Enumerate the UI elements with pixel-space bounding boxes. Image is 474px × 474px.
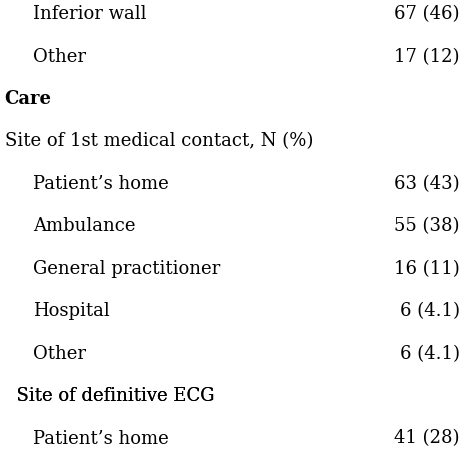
Text: 6 (4.1): 6 (4.1) bbox=[400, 302, 460, 320]
Text: 16 (11): 16 (11) bbox=[394, 260, 460, 278]
Text: Hospital: Hospital bbox=[33, 302, 110, 320]
Text: Care: Care bbox=[5, 90, 52, 108]
Text: General practitioner: General practitioner bbox=[33, 260, 220, 278]
Text: 17 (12): 17 (12) bbox=[394, 48, 460, 66]
Text: Inferior wall: Inferior wall bbox=[33, 5, 146, 23]
Text: Other: Other bbox=[33, 345, 86, 363]
Text: 67 (46): 67 (46) bbox=[394, 5, 460, 23]
Text: Ambulance: Ambulance bbox=[33, 218, 136, 236]
Text: Site of definitive ECG: Site of definitive ECG bbox=[5, 387, 214, 405]
Text: Patient’s home: Patient’s home bbox=[33, 429, 169, 447]
Text: 63 (43): 63 (43) bbox=[394, 175, 460, 193]
Text: 55 (38): 55 (38) bbox=[394, 218, 460, 236]
Text: Other: Other bbox=[33, 48, 86, 66]
Text: 41 (28): 41 (28) bbox=[394, 429, 460, 447]
Text: Site of definitive ECG: Site of definitive ECG bbox=[5, 387, 214, 405]
Text: 6 (4.1): 6 (4.1) bbox=[400, 345, 460, 363]
Text: Patient’s home: Patient’s home bbox=[33, 175, 169, 193]
Text: Site of 1st medical contact, ⁠N (%): Site of 1st medical contact, ⁠N (%) bbox=[5, 133, 313, 151]
